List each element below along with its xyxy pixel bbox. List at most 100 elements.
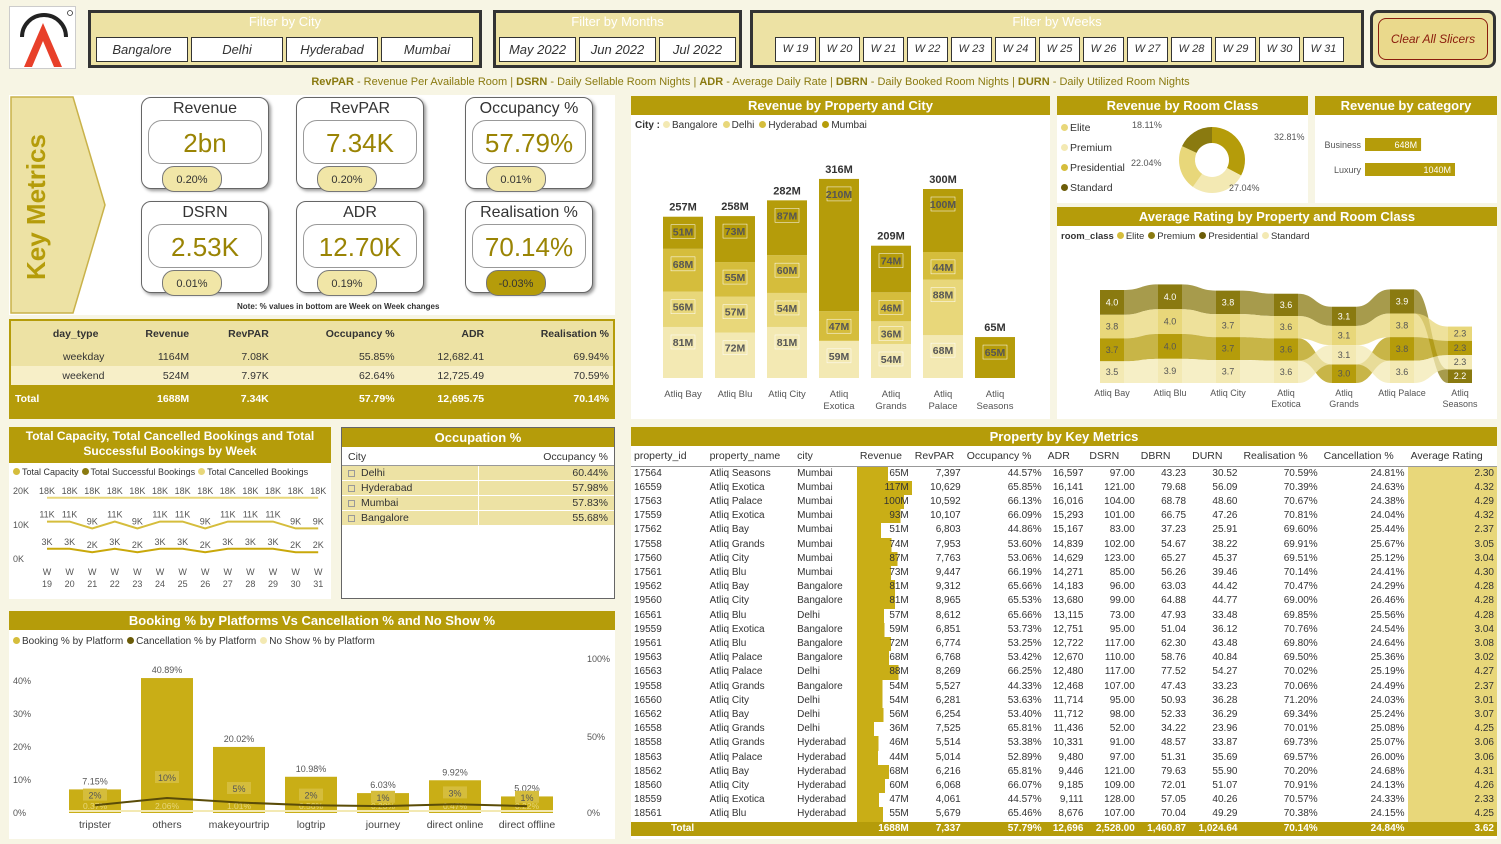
column-header[interactable]: Realisation % bbox=[488, 321, 613, 347]
rating-segment[interactable] bbox=[1100, 314, 1124, 339]
legend-item[interactable]: Premium bbox=[1148, 231, 1195, 242]
bar-segment[interactable] bbox=[715, 332, 755, 378]
rating-segment[interactable] bbox=[1332, 325, 1356, 346]
rating-segment[interactable] bbox=[1390, 337, 1414, 361]
table-row[interactable]: 17561 Atliq Blu Mumbai 73M 9,447 66.19% 14,271… bbox=[631, 565, 1497, 581]
table-row[interactable]: Bangalore 55.68% bbox=[342, 510, 614, 526]
week-option-w-23[interactable]: W 23 bbox=[951, 37, 992, 62]
category-bar[interactable] bbox=[1365, 163, 1455, 176]
column-header[interactable]: Revenue bbox=[856, 446, 912, 467]
rating-segment[interactable] bbox=[1216, 314, 1240, 338]
rating-segment[interactable] bbox=[1100, 338, 1124, 362]
legend-item[interactable]: No Show % by Platform bbox=[260, 636, 375, 647]
table-row[interactable]: 19560 Atliq City Bangalore 81M 8,965 65.53% 13… bbox=[631, 594, 1497, 609]
column-header[interactable]: DBRN bbox=[1137, 446, 1190, 467]
expand-icon[interactable] bbox=[348, 499, 355, 507]
column-header[interactable]: ADR bbox=[1044, 446, 1087, 467]
week-option-w-19[interactable]: W 19 bbox=[775, 37, 816, 62]
table-row[interactable]: 16561 Atliq Blu Delhi 57M 8,612 65.66% 13,115 7… bbox=[631, 608, 1497, 623]
donut-slice[interactable] bbox=[1182, 127, 1212, 153]
table-row[interactable]: 16559 Atliq Exotica Mumbai 117M 10,629 65.85%… bbox=[631, 480, 1497, 495]
table-row[interactable]: 19562 Atliq Bay Bangalore 81M 9,312 65.66% 14,… bbox=[631, 580, 1497, 595]
city-option-delhi[interactable]: Delhi bbox=[191, 37, 283, 62]
bar-segment[interactable] bbox=[871, 245, 911, 293]
week-option-w-24[interactable]: W 24 bbox=[995, 37, 1036, 62]
rating-segment[interactable] bbox=[1332, 364, 1356, 383]
booking-bar[interactable] bbox=[141, 678, 193, 813]
rating-segment[interactable] bbox=[1274, 338, 1298, 361]
column-header[interactable]: ADR bbox=[398, 321, 489, 347]
table-row[interactable]: 19558 Atliq Grands Bangalore 54M 5,527 44.33%… bbox=[631, 679, 1497, 694]
legend-item[interactable]: Mumbai bbox=[822, 120, 867, 131]
rating-segment[interactable] bbox=[1390, 360, 1414, 383]
legend-item[interactable]: Premium bbox=[1061, 138, 1125, 158]
cancellation-line[interactable] bbox=[94, 796, 528, 808]
week-option-w-25[interactable]: W 25 bbox=[1039, 37, 1080, 62]
table-row[interactable]: 18563 Atliq Palace Hyderabad 44M 5,014 52.89%… bbox=[631, 750, 1497, 765]
table-row[interactable]: weekend 524M 7.97K 62.64% 12,725.49 70.59% bbox=[11, 366, 613, 385]
table-row[interactable]: 16558 Atliq Grands Delhi 36M 7,525 65.81% 11,4… bbox=[631, 722, 1497, 737]
table-row[interactable]: 18560 Atliq City Hyderabad 60M 6,068 66.07% 9,… bbox=[631, 778, 1497, 794]
rating-segment[interactable] bbox=[1274, 316, 1298, 339]
column-header[interactable]: Realisation % bbox=[1240, 446, 1321, 467]
column-header[interactable]: DSRN bbox=[1086, 446, 1138, 467]
column-header[interactable]: property_id bbox=[631, 446, 707, 467]
rating-segment[interactable] bbox=[1158, 334, 1182, 359]
clear-slicers-button[interactable]: Clear All Slicers bbox=[1378, 18, 1488, 60]
table-row[interactable]: 17564 Atliq Seasons Mumbai 65M 7,397 44.57% 16… bbox=[631, 466, 1497, 481]
table-row[interactable]: Delhi 60.44% bbox=[342, 465, 614, 481]
booking-bar[interactable] bbox=[501, 796, 553, 813]
rating-segment[interactable] bbox=[1158, 284, 1182, 310]
rating-segment[interactable] bbox=[1448, 326, 1472, 341]
column-header[interactable]: Average Rating bbox=[1407, 446, 1497, 467]
rating-segment[interactable] bbox=[1100, 290, 1124, 315]
rating-segment[interactable] bbox=[1332, 345, 1356, 365]
table-row[interactable]: 16560 Atliq City Delhi 54M 6,281 53.63% 11,714… bbox=[631, 693, 1497, 708]
rating-segment[interactable] bbox=[1216, 360, 1240, 383]
table-row[interactable]: Hyderabad 57.98% bbox=[342, 480, 614, 496]
series-line[interactable] bbox=[47, 547, 319, 554]
legend-item[interactable]: Presidential bbox=[1199, 231, 1258, 242]
column-header[interactable]: Cancellation % bbox=[1320, 446, 1408, 467]
week-option-w-20[interactable]: W 20 bbox=[819, 37, 860, 62]
donut-slice[interactable] bbox=[1212, 127, 1245, 176]
legend-item[interactable]: Bangalore bbox=[663, 120, 718, 131]
bar-segment[interactable] bbox=[767, 326, 807, 378]
column-header[interactable]: city bbox=[794, 446, 857, 467]
booking-bar[interactable] bbox=[69, 789, 121, 813]
booking-bar[interactable] bbox=[357, 793, 409, 813]
table-row[interactable]: 18561 Atliq Blu Hyderabad 55M 5,679 65.46% 8,6… bbox=[631, 807, 1497, 822]
column-header[interactable]: property_name bbox=[706, 446, 795, 467]
table-row[interactable]: 17559 Atliq Exotica Mumbai 93M 10,107 66.09% 1… bbox=[631, 509, 1497, 524]
legend-item[interactable]: Presidential bbox=[1061, 158, 1125, 178]
rating-segment[interactable] bbox=[1390, 289, 1414, 314]
week-option-w-29[interactable]: W 29 bbox=[1215, 37, 1256, 62]
city-option-mumbai[interactable]: Mumbai bbox=[381, 37, 473, 62]
column-header[interactable]: Occupancy % bbox=[272, 321, 399, 347]
rating-segment[interactable] bbox=[1274, 360, 1298, 383]
week-option-w-21[interactable]: W 21 bbox=[863, 37, 904, 62]
legend-item[interactable]: Hyderabad bbox=[759, 120, 817, 131]
table-row[interactable]: 17563 Atliq Palace Mumbai 100M 10,592 66.13% 1… bbox=[631, 494, 1497, 510]
rating-segment[interactable] bbox=[1100, 361, 1124, 383]
bar-segment[interactable] bbox=[715, 216, 755, 263]
donut-slice[interactable] bbox=[1192, 168, 1242, 193]
legend-item[interactable]: Cancellation % by Platform bbox=[127, 636, 256, 647]
category-bar[interactable] bbox=[1365, 138, 1422, 151]
week-option-w-27[interactable]: W 27 bbox=[1127, 37, 1168, 62]
week-option-w-30[interactable]: W 30 bbox=[1259, 37, 1300, 62]
legend-item[interactable]: Elite bbox=[1116, 231, 1144, 242]
table-row[interactable]: 19563 Atliq Palace Bangalore 68M 6,768 53.42%… bbox=[631, 651, 1497, 666]
column-header[interactable]: City bbox=[342, 449, 479, 466]
rating-segment[interactable] bbox=[1448, 340, 1472, 356]
week-option-w-22[interactable]: W 22 bbox=[907, 37, 948, 62]
legend-item[interactable]: Elite bbox=[1061, 118, 1125, 138]
column-header[interactable]: Revenue bbox=[108, 321, 194, 347]
table-row[interactable]: 17560 Atliq City Mumbai 87M 7,763 53.06% 14,62… bbox=[631, 551, 1497, 566]
legend-item[interactable]: Total Capacity bbox=[13, 467, 79, 477]
month-option-jun-2022[interactable]: Jun 2022 bbox=[579, 37, 656, 62]
week-option-w-28[interactable]: W 28 bbox=[1171, 37, 1212, 62]
table-row[interactable]: 16562 Atliq Bay Delhi 56M 6,254 53.40% 11,712 9… bbox=[631, 707, 1497, 723]
rating-segment[interactable] bbox=[1332, 306, 1356, 326]
column-header[interactable]: Occupancy % bbox=[478, 449, 614, 466]
